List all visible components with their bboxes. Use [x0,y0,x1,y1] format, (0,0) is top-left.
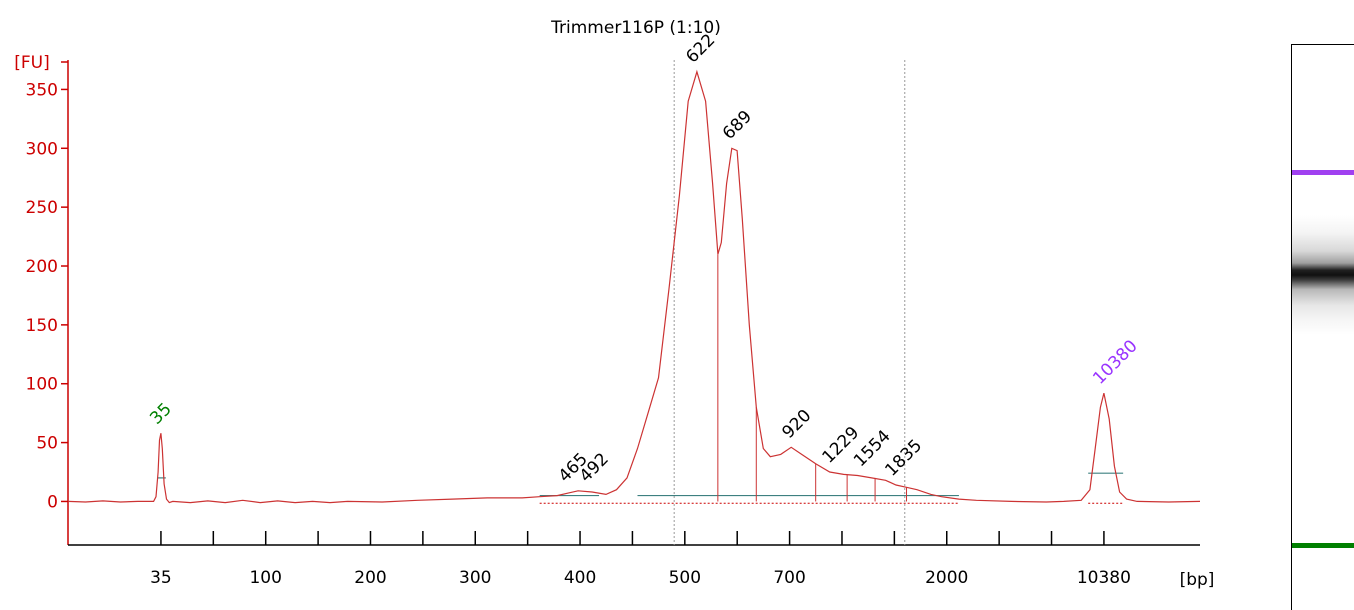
upper-marker-band [1292,170,1354,175]
y-tick-label: 50 [36,434,58,454]
y-tick-label: 350 [26,80,58,100]
x-tick-label: 500 [669,568,701,588]
sample-smear-band [1292,215,1354,335]
y-tick-label: 0 [47,492,58,512]
y-tick-label: 300 [26,139,58,159]
y-tick-label: 100 [26,375,58,395]
x-tick-label: 300 [459,568,491,588]
sample-trace [67,69,1201,504]
lower-marker-band [1292,543,1354,548]
peak-label: 689 [719,107,756,144]
peak-label: 10380 [1089,336,1141,388]
gel-lane [1291,44,1354,610]
x-tick-label: 35 [150,568,172,588]
x-tick-label: 2000 [925,568,968,588]
x-tick-label: 700 [773,568,805,588]
y-axis-label: [FU] [14,53,50,73]
peak-label: 920 [778,406,815,443]
x-tick-label: 100 [249,568,281,588]
electropherogram-chart: Trimmer116P (1:10) [FU] [bp] 0 50 100 150 20… [14,18,1215,590]
y-tick-label: 150 [26,316,58,336]
x-axis-label: [bp] [1180,570,1215,590]
x-tick-label: 200 [354,568,386,588]
y-tick-label: 200 [26,257,58,277]
y-tick-label: 250 [26,198,58,218]
x-tick-label: 400 [564,568,596,588]
chart-title: Trimmer116P (1:10) [550,18,721,38]
peak-label: 35 [146,399,175,428]
plot-area: 0 50 100 150 200 250 300 350 35 100 200 300 400 500 70… [26,30,1201,588]
x-tick-label: 10380 [1077,568,1131,588]
